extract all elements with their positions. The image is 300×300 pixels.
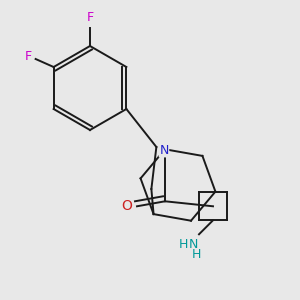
Text: H: H [178, 238, 188, 251]
Text: F: F [86, 11, 94, 24]
Text: N: N [159, 144, 169, 157]
Text: N: N [188, 238, 198, 251]
Text: O: O [122, 199, 132, 213]
Text: F: F [25, 50, 32, 64]
Text: H: H [191, 248, 201, 261]
